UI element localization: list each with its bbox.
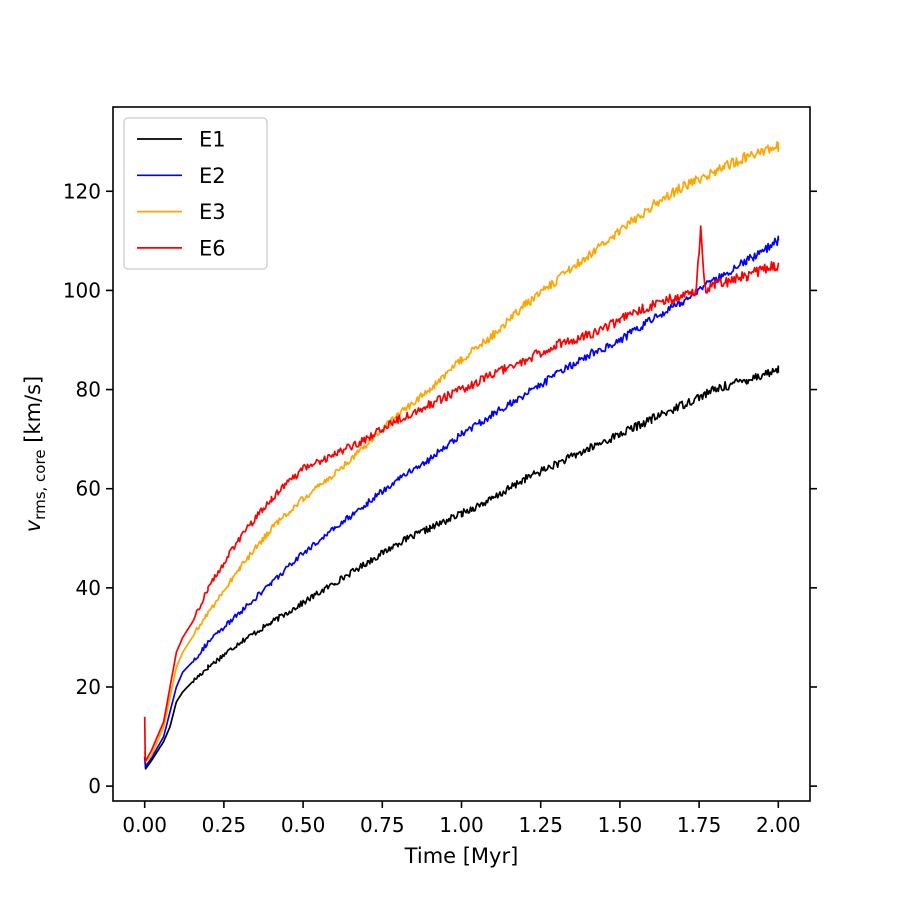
- y-axis-label-main: v: [21, 519, 45, 532]
- legend-label-e2: E2: [199, 164, 226, 188]
- x-tick-label: 1.50: [598, 813, 643, 837]
- plot-lines: [143, 140, 780, 770]
- series-line-e6: [143, 225, 780, 763]
- legend-label-e3: E3: [199, 200, 226, 224]
- y-tick-label: 100: [63, 278, 101, 302]
- y-axis-label: vrms, core [km/s]: [21, 376, 49, 533]
- legend-label-e1: E1: [199, 128, 226, 152]
- x-tick-label: 0.00: [122, 813, 167, 837]
- y-tick-label: 120: [63, 179, 101, 203]
- x-tick-label: 2.00: [756, 813, 801, 837]
- x-axis: 0.00 0.25 0.50 0.75 1.00 1.25 1.50 1.75 2.00: [122, 801, 801, 837]
- x-tick-label: 0.50: [281, 813, 326, 837]
- series-line-e2: [143, 235, 780, 768]
- y-tick-label: 0: [88, 774, 101, 798]
- y-tick-label: 60: [76, 477, 101, 501]
- x-tick-label: 1.00: [439, 813, 484, 837]
- legend-box: [123, 117, 268, 270]
- legend: E1 E2 E3 E6: [123, 117, 268, 270]
- y-tick-label: 40: [76, 576, 101, 600]
- x-tick-label: 0.75: [360, 813, 405, 837]
- y-tick-label: 80: [76, 378, 101, 402]
- y-tick-label: 20: [76, 675, 101, 699]
- series-line-e3: [143, 140, 780, 763]
- y-axis-label-sub: rms, core: [31, 449, 49, 519]
- y-axis: 0 20 40 60 80 100 120: [63, 179, 817, 798]
- legend-label-e6: E6: [199, 236, 226, 260]
- x-tick-label: 0.25: [202, 813, 247, 837]
- x-tick-label: 1.75: [677, 813, 722, 837]
- x-axis-label: Time [Myr]: [404, 844, 519, 868]
- x-tick-label: 1.25: [518, 813, 563, 837]
- series-line-e1: [143, 365, 780, 770]
- y-axis-label-unit: [km/s]: [21, 376, 45, 450]
